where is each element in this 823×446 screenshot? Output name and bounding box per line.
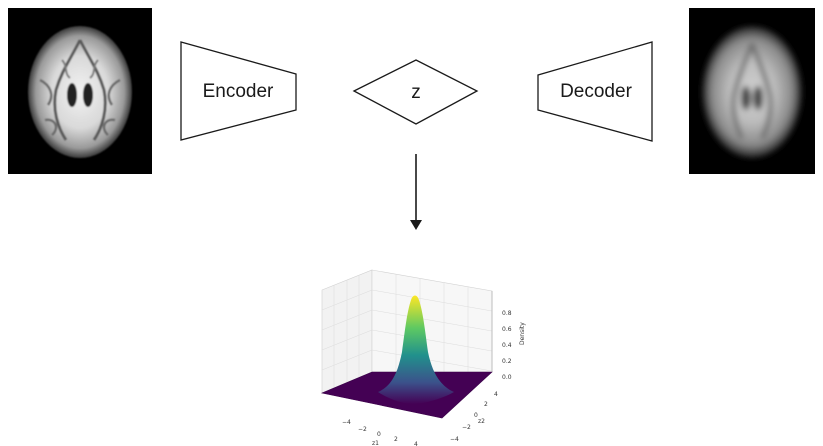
decoder-block: Decoder	[537, 41, 653, 142]
back-pane-right	[371, 269, 493, 373]
x-tick: 0	[377, 431, 381, 438]
x-axis-label: z1	[372, 440, 379, 446]
y-tick: −4	[450, 436, 459, 443]
y-axis: −4 −2 0 2 4 z2	[450, 391, 498, 443]
output-brain-image	[689, 8, 815, 174]
latent-z-node: z	[352, 59, 479, 125]
y-tick: 0	[474, 412, 478, 419]
z-tick: 0.8	[502, 310, 512, 317]
z-tick: 0.4	[502, 342, 512, 349]
grid-lines	[321, 274, 493, 388]
y-tick: 4	[494, 391, 498, 398]
encoder-block: Encoder	[180, 41, 297, 141]
y-tick: 2	[484, 401, 488, 408]
y-tick: −2	[462, 424, 471, 431]
x-tick: 2	[394, 436, 398, 443]
z-tick: 0.2	[502, 358, 512, 365]
x-tick: −4	[342, 419, 351, 426]
density-peak	[378, 295, 454, 404]
z-axis-label: Density	[519, 322, 526, 345]
encoder-label: Encoder	[203, 81, 274, 102]
sampling-arrow	[410, 154, 422, 230]
x-tick: −2	[358, 426, 367, 433]
input-brain-image	[8, 8, 152, 174]
z-axis: 0.8 0.6 0.4 0.2 0.0 Density	[491, 291, 526, 381]
arrow-head-icon	[410, 220, 422, 230]
latent-label: z	[411, 82, 421, 103]
z-tick: 0.6	[502, 326, 512, 333]
density-plot: 0.8 0.6 0.4 0.2 0.0 Density −4 −2 0 2 4 …	[320, 269, 526, 446]
x-axis: −4 −2 0 2 4 z1	[342, 419, 418, 446]
z-tick: 0.0	[502, 374, 512, 381]
y-axis-label: z2	[478, 418, 485, 425]
decoder-label: Decoder	[560, 81, 632, 102]
x-tick: 4	[414, 441, 418, 446]
